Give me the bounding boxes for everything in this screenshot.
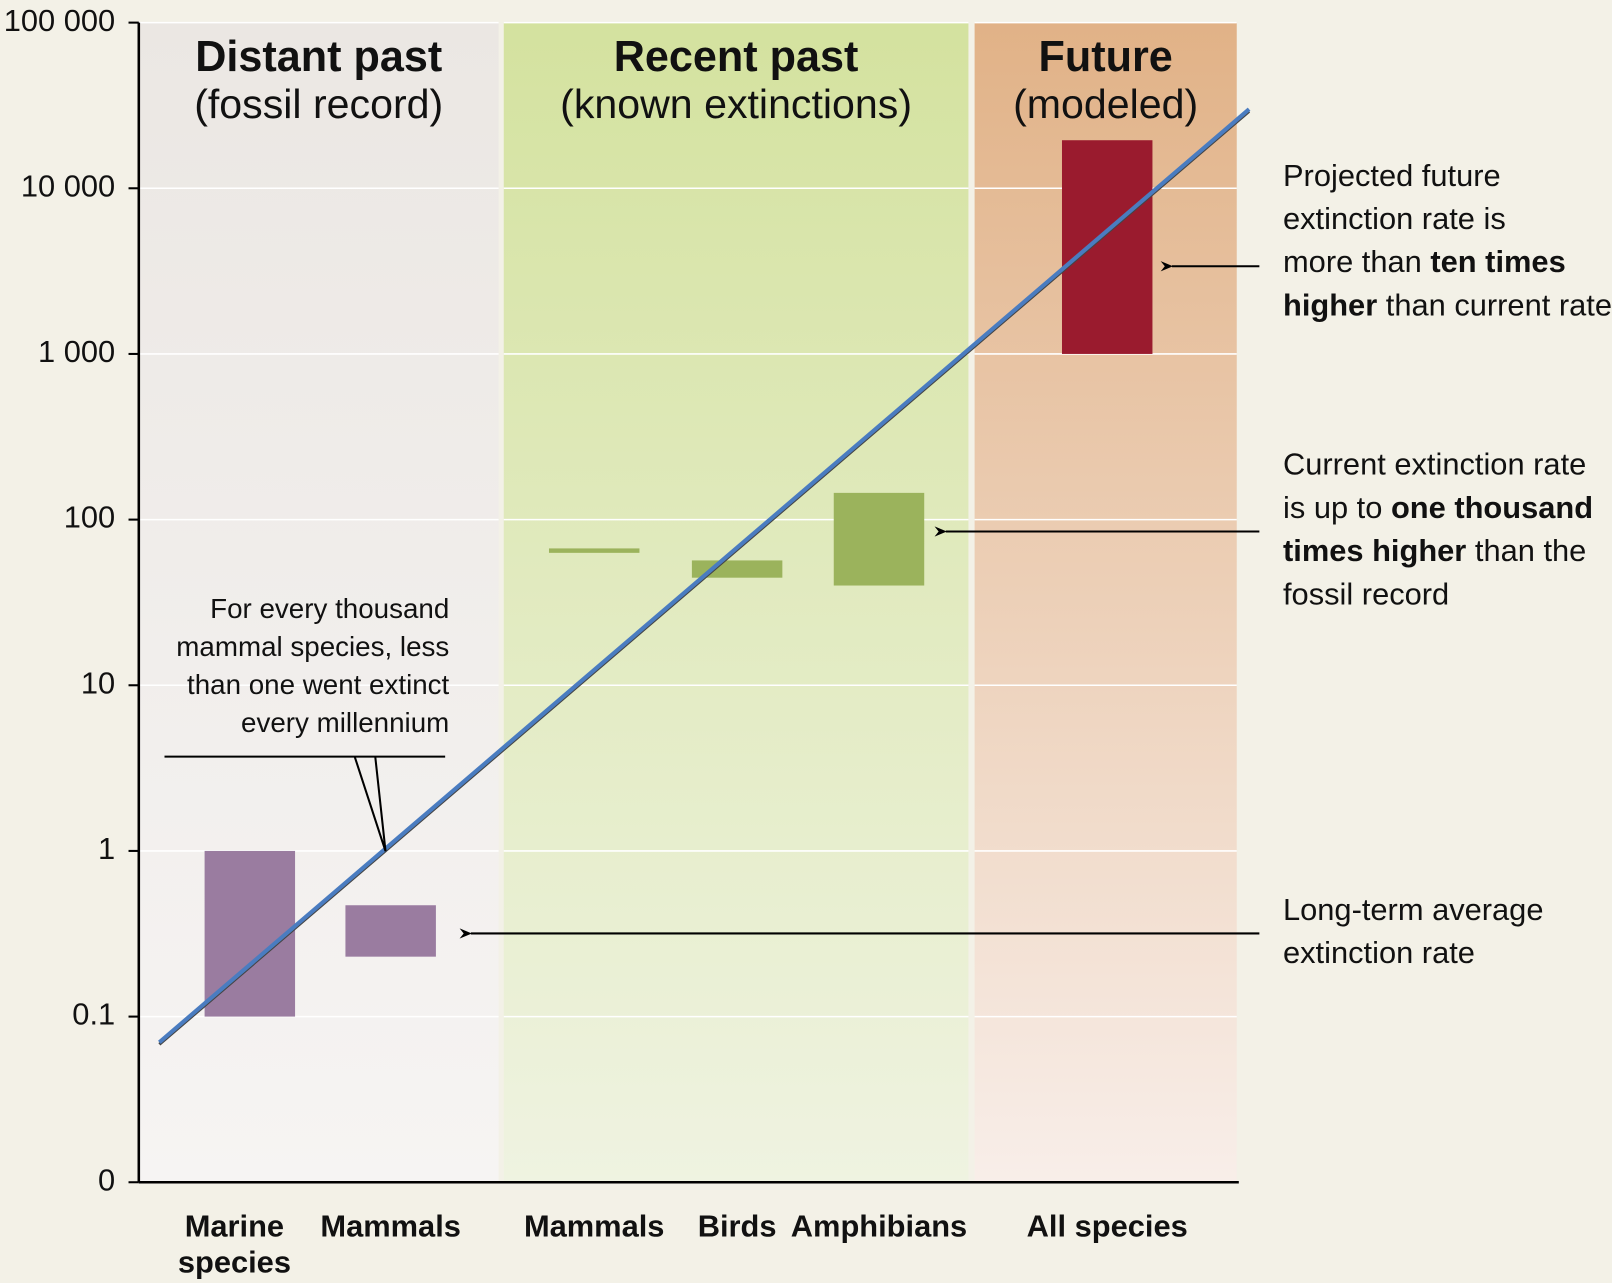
callout-pointer bbox=[164, 755, 446, 852]
trend-line bbox=[158, 107, 1251, 1044]
x-tick-label: Birds bbox=[698, 1209, 777, 1244]
x-tick-label: Amphibians bbox=[791, 1209, 967, 1244]
panel-title: Distant past bbox=[195, 33, 442, 81]
annotation-segment: times higher bbox=[1283, 533, 1466, 568]
annotation-segment: is up to bbox=[1283, 490, 1391, 525]
annotation-segment: fossil record bbox=[1283, 576, 1449, 611]
panel-background bbox=[503, 22, 969, 1183]
callout-text: mammal species, less bbox=[176, 631, 449, 662]
y-tick-label: 1 bbox=[98, 831, 115, 866]
y-tick-label: 100 000 bbox=[4, 3, 115, 38]
annotation-text: Current extinction rate bbox=[1283, 447, 1586, 482]
range-bar bbox=[1061, 140, 1153, 354]
annotation-segment: more than bbox=[1283, 244, 1430, 279]
annotation-segment: extinction rate bbox=[1283, 935, 1475, 970]
x-tick-label: Marine bbox=[185, 1209, 284, 1244]
y-tick-label: 0.1 bbox=[72, 997, 115, 1032]
panel-subtitle: (known extinctions) bbox=[560, 81, 912, 127]
annotation-segment: higher bbox=[1283, 288, 1377, 323]
annotation-text: fossil record bbox=[1283, 576, 1449, 611]
panel-title: Future bbox=[1039, 33, 1173, 81]
y-tick-label: 10 000 bbox=[21, 168, 115, 203]
annotation-text: is up to one thousand bbox=[1283, 490, 1593, 525]
range-bar bbox=[345, 905, 436, 957]
annotation-text: extinction rate bbox=[1283, 935, 1475, 970]
x-tick-label: All species bbox=[1027, 1209, 1188, 1244]
panel-subtitle: (modeled) bbox=[1013, 81, 1198, 127]
panel-title: Recent past bbox=[614, 33, 859, 81]
x-tick-label: Mammals bbox=[524, 1209, 665, 1244]
panel-background bbox=[138, 22, 499, 1183]
annotation-text: more than ten times bbox=[1283, 244, 1566, 279]
annotation-segment: than the bbox=[1466, 533, 1586, 568]
y-tick-label: 100 bbox=[64, 500, 115, 535]
y-tick-label: 10 bbox=[81, 665, 115, 700]
annotation-segment: Current extinction rate bbox=[1283, 447, 1586, 482]
annotation-text: Projected future bbox=[1283, 158, 1501, 193]
callout-text: every millennium bbox=[241, 707, 449, 738]
annotation-segment: ten times bbox=[1430, 244, 1565, 279]
callout-text: For every thousand bbox=[210, 593, 449, 624]
x-tick-label: species bbox=[178, 1245, 291, 1280]
annotation-segment: Long-term average bbox=[1283, 892, 1543, 927]
range-bar bbox=[833, 492, 925, 586]
annotation-text: higher than current rate bbox=[1283, 288, 1612, 323]
y-tick-label: 1 000 bbox=[38, 334, 115, 369]
annotation-segment: than current rate bbox=[1377, 288, 1612, 323]
annotation-segment: one thousand bbox=[1391, 490, 1593, 525]
annotation-segment: extinction rate is bbox=[1283, 201, 1506, 236]
annotation-text: extinction rate is bbox=[1283, 201, 1506, 236]
annotation-text: times higher than the bbox=[1283, 533, 1586, 568]
range-bar bbox=[548, 548, 640, 553]
x-tick-label: Mammals bbox=[320, 1209, 461, 1244]
callout-text: than one went extinct bbox=[187, 669, 450, 700]
annotation-text: Long-term average bbox=[1283, 892, 1543, 927]
panel-subtitle: (fossil record) bbox=[194, 81, 443, 127]
y-tick-label: 0 bbox=[98, 1162, 115, 1197]
annotation-segment: Projected future bbox=[1283, 158, 1501, 193]
